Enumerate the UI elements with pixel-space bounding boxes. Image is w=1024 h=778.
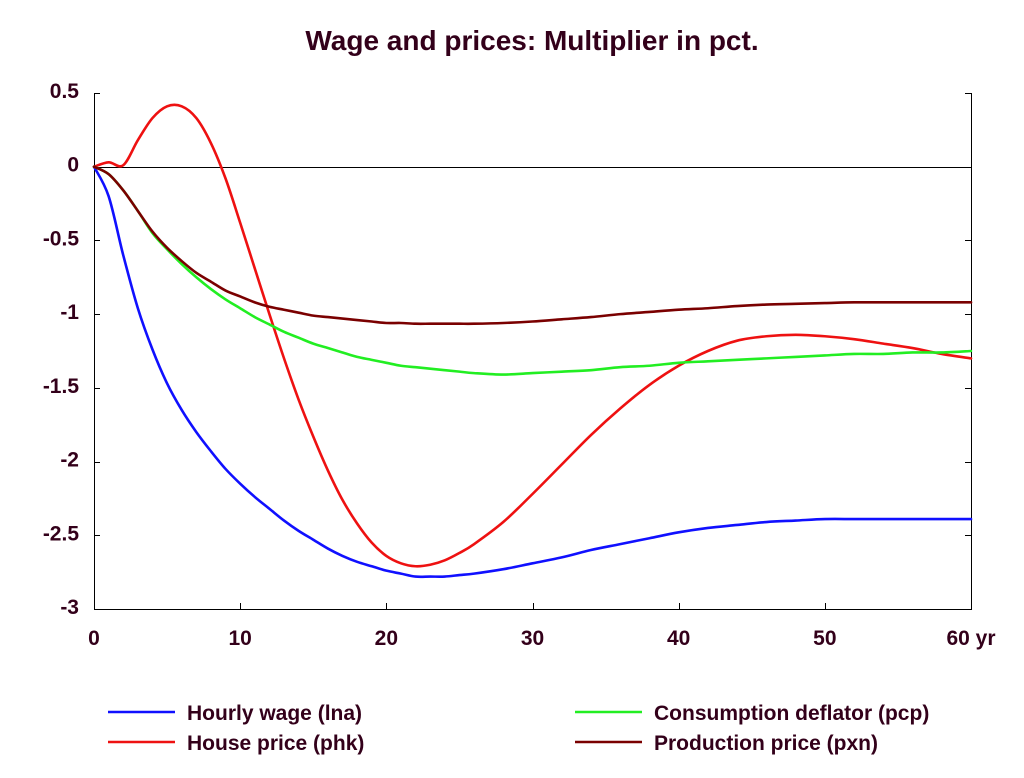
x-tick-label: 0 <box>88 627 100 650</box>
legend-label: Production price (pxn) <box>654 732 878 755</box>
y-tick-label: -3 <box>60 596 79 619</box>
y-tick-label: -2.5 <box>43 522 80 545</box>
y-tick-label: -0.5 <box>43 227 80 250</box>
series-line-0 <box>92 165 973 579</box>
y-tick-label: -1 <box>60 301 79 324</box>
y-tick-label: 0.5 <box>50 80 80 103</box>
legend: Hourly wage (lna) House price (phk) Consum… <box>108 702 929 755</box>
legend-label: Hourly wage (lna) <box>187 702 362 725</box>
x-tick-label: 30 <box>521 627 544 650</box>
series-line-1 <box>92 103 973 568</box>
legend-item: House price (phk) <box>108 732 364 755</box>
legend-label: Consumption deflator (pcp) <box>654 702 929 725</box>
axes-group: 0.5 0 -0.5 -1 -1.5 -2 -2.5 -3 0 10 20 30 40 50 60 yr <box>43 80 996 650</box>
series-line-2 <box>92 165 973 376</box>
x-tick-label: 60 yr <box>946 627 995 650</box>
legend-label: House price (phk) <box>187 732 364 755</box>
series-line-3 <box>92 165 973 326</box>
legend-item: Consumption deflator (pcp) <box>575 702 929 725</box>
x-tick-label: 10 <box>228 627 251 650</box>
y-tick-label: -2 <box>60 449 79 472</box>
x-tick-label: 20 <box>375 627 398 650</box>
x-tick-label: 50 <box>813 627 836 650</box>
legend-item: Production price (pxn) <box>575 732 878 755</box>
y-tick-label: 0 <box>67 154 79 177</box>
x-tick-label: 40 <box>667 627 690 650</box>
legend-item: Hourly wage (lna) <box>108 702 362 725</box>
chart-title: Wage and prices: Multiplier in pct. <box>305 25 758 56</box>
y-tick-label: -1.5 <box>43 375 80 398</box>
series-group <box>92 103 973 579</box>
